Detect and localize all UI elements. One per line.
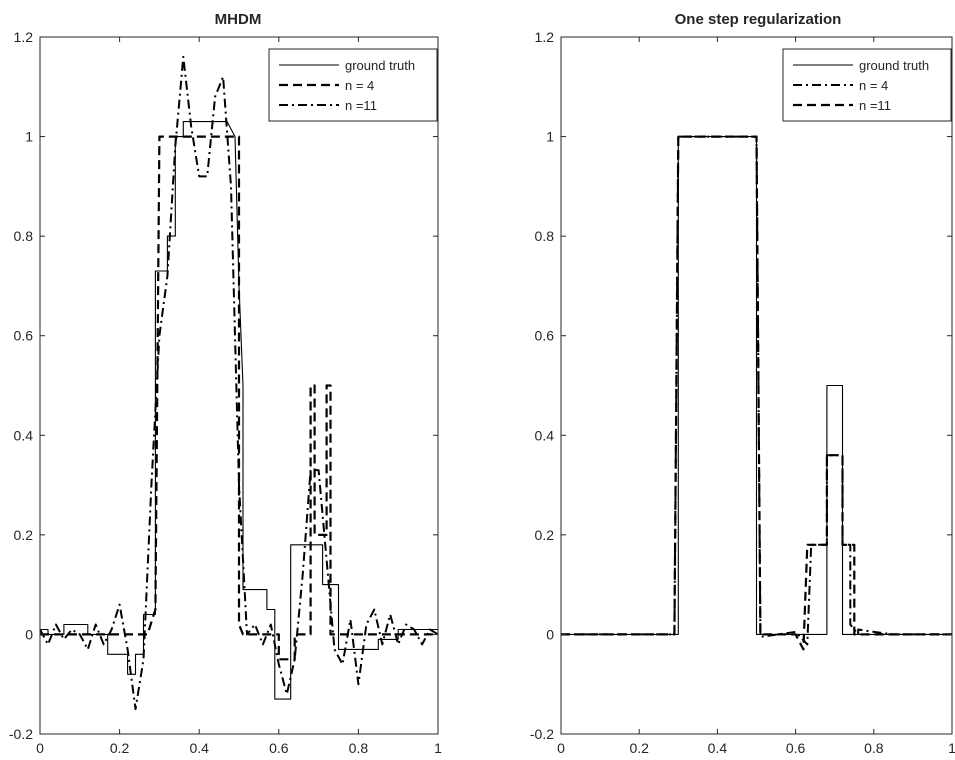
series-line-n-11	[40, 55, 438, 711]
x-tick-label: 0.2	[629, 740, 649, 756]
y-tick-label: 1.2	[14, 29, 34, 45]
y-tick-label: 1	[546, 129, 554, 145]
chart-title: MHDM	[215, 11, 262, 28]
x-tick-label: 0.6	[269, 740, 289, 756]
legend-label: n =11	[345, 98, 377, 113]
x-tick-label: 1	[434, 740, 442, 756]
x-tick-label: 0.8	[864, 740, 884, 756]
legend-label: n = 4	[345, 78, 374, 93]
legend: ground truth n = 4 n =11	[268, 48, 438, 122]
x-tick-label: 0	[36, 740, 44, 756]
series-group	[561, 135, 952, 651]
y-tick-label: 0.6	[535, 328, 555, 344]
legend: ground truth n = 4 n =11	[782, 48, 952, 122]
x-tick-label: 0.6	[786, 740, 806, 756]
y-tick-label: 0	[546, 626, 554, 642]
series-line-n-11	[561, 135, 952, 651]
series-line-n-4	[40, 135, 438, 661]
series-group	[40, 55, 438, 711]
y-tick-label: 0.6	[14, 328, 34, 344]
series-line-ground-truth	[40, 121, 438, 700]
axes-box	[39, 36, 439, 735]
y-tick-label: 0.4	[535, 427, 555, 443]
x-tick-label: 0.8	[349, 740, 369, 756]
y-tick-label: 0.2	[535, 527, 555, 543]
x-tick-label: 0	[557, 740, 565, 756]
x-tick-label: 0.4	[708, 740, 728, 756]
x-tick-label: 1	[948, 740, 955, 756]
x-tick-label: 0.4	[189, 740, 209, 756]
y-tick-label: -0.2	[9, 726, 33, 742]
y-tick-label: 0	[25, 626, 33, 642]
y-tick-label: 0.4	[14, 427, 34, 443]
y-tick-label: 1	[25, 129, 33, 145]
y-tick-label: 0.8	[535, 228, 555, 244]
legend-label: ground truth	[859, 58, 929, 73]
axes-box	[560, 36, 953, 735]
chart-panel-mhdm: MHDM 0 0.2 0.4 0.6 0.8 1-0.200.20.40.60.811.2…	[9, 11, 442, 756]
legend-label: ground truth	[345, 58, 415, 73]
legend-box	[782, 48, 952, 122]
x-tick-label: 0.2	[110, 740, 130, 756]
y-tick-label: -0.2	[530, 726, 554, 742]
y-tick-label: 0.8	[14, 228, 34, 244]
chart-title: One step regularization	[675, 11, 842, 28]
y-tick-label: 0.2	[14, 527, 34, 543]
legend-label: n = 4	[859, 78, 888, 93]
chart-panel-one-step-regularization: One step regularization 0 0.2 0.4 0.6 0.8 1 -0…	[530, 11, 955, 756]
y-tick-label: 1.2	[535, 29, 555, 45]
legend-label: n =11	[859, 98, 891, 113]
